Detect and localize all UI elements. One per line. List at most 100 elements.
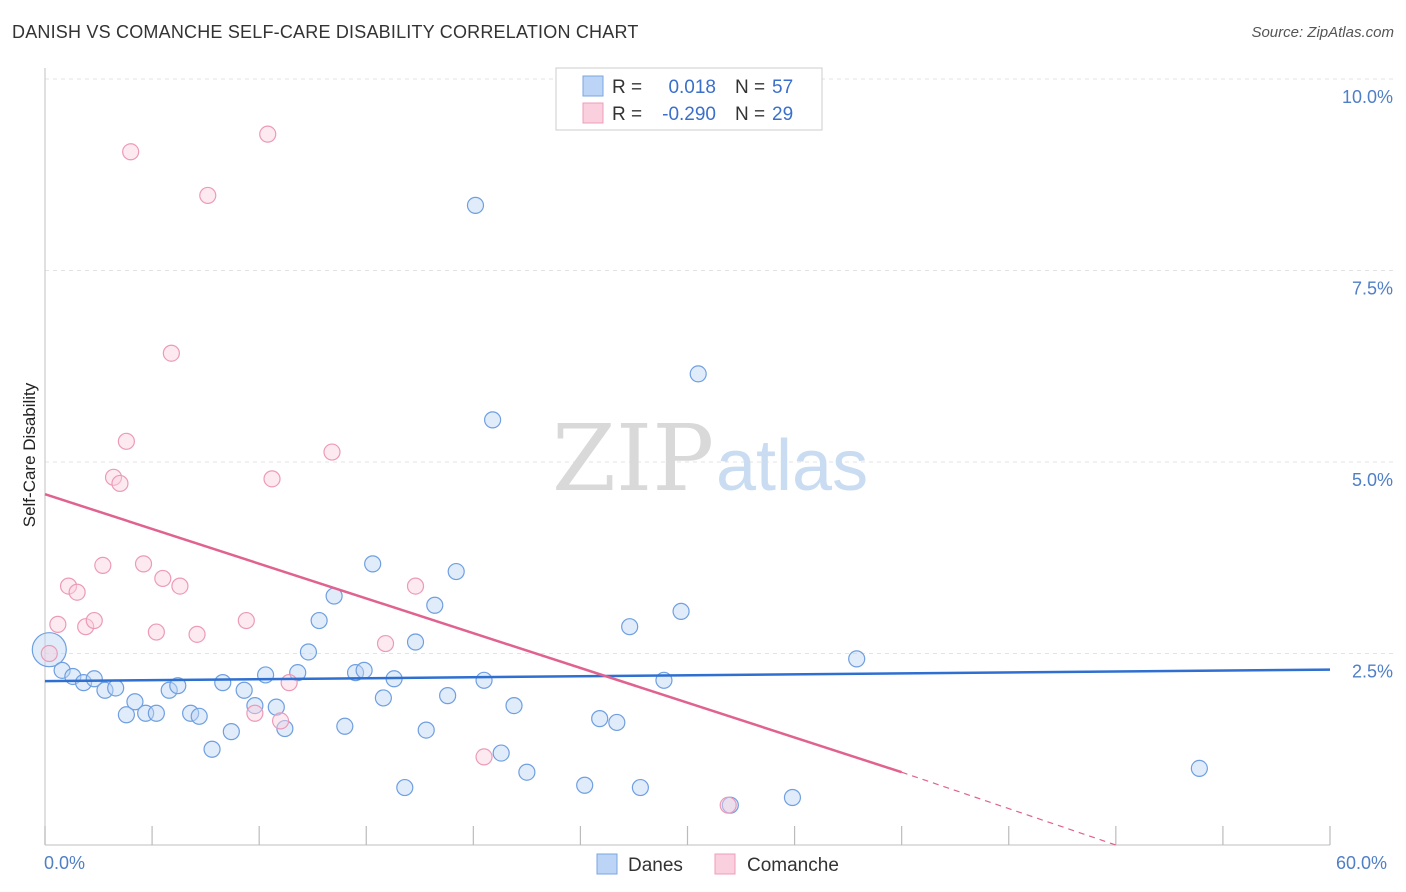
legend-n-value-comanche: 29: [772, 104, 793, 125]
comanche-point-15: [171, 577, 189, 595]
comanche-point-5: [85, 611, 103, 630]
dane-point-10: [147, 704, 165, 722]
dane-point-35: [417, 721, 435, 739]
dane-point-6: [107, 679, 125, 697]
dane-point-48: [621, 618, 639, 636]
dane-point-27: [336, 717, 354, 735]
dane-point-21: [267, 698, 285, 716]
comanche-point-24: [323, 443, 341, 461]
dane-point-33: [396, 778, 414, 797]
bottom-legend: Danes Comanche: [596, 853, 839, 876]
comanche-point-11: [134, 555, 153, 573]
grid-lines: [45, 78, 1395, 654]
comanche-point-23: [280, 674, 298, 692]
dane-point-38: [447, 562, 465, 581]
dane-point-17: [222, 723, 240, 741]
comanche-point-3: [68, 583, 86, 601]
comanche-point-4: [77, 618, 95, 636]
dane-point-51: [672, 602, 690, 620]
legend-n-label-danes: N =: [735, 77, 765, 98]
dane-point-42: [492, 744, 510, 762]
x-tick-label-max: 60.0%: [1336, 853, 1387, 873]
dane-point-36: [426, 596, 444, 614]
y-tick-label-2: 7.5%: [1352, 279, 1393, 299]
dane-point-41: [484, 411, 502, 429]
comanche-point-17: [199, 186, 217, 205]
comanche-point-27: [475, 748, 493, 766]
bottom-legend-label-danes: Danes: [628, 855, 683, 876]
series-danes-points: [31, 196, 1208, 814]
comanche-point-7: [104, 468, 123, 486]
comanche-point-26: [406, 577, 425, 595]
trend-line-comanche: [44, 492, 903, 774]
dane-point-39: [466, 196, 485, 214]
series-comanche-points: [40, 125, 737, 814]
x-axis-ticks: [44, 826, 1331, 845]
dane-point-40: [475, 671, 493, 689]
dane-point-56: [1190, 759, 1208, 778]
legend-r-label-comanche: R =: [612, 104, 642, 125]
dane-point-5: [96, 681, 114, 699]
chart-source: Source: ZipAtlas.com: [1251, 24, 1394, 41]
dane-point-46: [591, 710, 609, 728]
dane-point-34: [406, 633, 425, 651]
legend-r-value-danes: 0.018: [668, 77, 716, 98]
dane-point-45: [576, 776, 594, 794]
dane-point-29: [355, 661, 373, 679]
y-axis-label: Self-Care Disability: [20, 382, 39, 527]
comanche-point-6: [94, 556, 112, 575]
y-tick-labels: 2.5% 5.0% 7.5% 10.0%: [1342, 87, 1393, 682]
legend-r-label-danes: R =: [612, 77, 642, 98]
dane-point-15: [203, 740, 221, 758]
comanche-point-10: [122, 143, 140, 161]
dane-point-37: [439, 687, 457, 705]
bottom-legend-swatch-comanche: [714, 853, 736, 875]
dane-point-14: [190, 707, 208, 725]
dane-point-49: [631, 778, 649, 797]
comanche-point-20: [259, 125, 277, 143]
trend-line-comanche-extension: [901, 771, 1117, 846]
chart-title: DANISH VS COMANCHE SELF-CARE DISABILITY …: [12, 22, 639, 42]
legend-r-value-comanche: -0.290: [662, 104, 716, 125]
dane-point-24: [299, 643, 318, 661]
comanche-point-14: [162, 344, 180, 362]
comanche-point-8: [111, 474, 129, 493]
dane-point-31: [374, 689, 392, 707]
dane-point-52: [689, 365, 707, 383]
y-tick-label-0: 2.5%: [1352, 662, 1393, 682]
watermark-zip: ZIP: [552, 405, 714, 512]
comanche-point-22: [271, 712, 290, 730]
legend-swatch-danes: [582, 75, 604, 97]
comanche-point-16: [188, 625, 206, 643]
comanche-point-19: [246, 704, 264, 722]
comanche-point-9: [117, 432, 135, 450]
dane-point-0: [31, 632, 67, 668]
x-tick-label-min: 0.0%: [44, 853, 85, 873]
comanche-point-21: [263, 470, 281, 488]
dane-point-12: [169, 677, 187, 695]
comanche-point-1: [49, 615, 67, 633]
trend-line-danes: [44, 668, 1331, 683]
legend: R = 0.018 N = 57 R = -0.290 N = 29: [555, 67, 823, 131]
legend-swatch-comanche: [582, 102, 604, 124]
dane-point-7: [117, 706, 135, 724]
dane-point-25: [310, 611, 328, 630]
legend-n-label-comanche: N =: [735, 104, 765, 125]
comanche-point-12: [147, 623, 165, 641]
y-tick-label-1: 5.0%: [1352, 470, 1393, 490]
comanche-point-13: [154, 569, 172, 588]
comanche-point-18: [237, 611, 255, 630]
watermark-atlas: atlas: [716, 426, 868, 506]
legend-n-value-danes: 57: [772, 77, 793, 98]
y-tick-label-3: 10.0%: [1342, 87, 1393, 107]
bottom-legend-label-comanche: Comanche: [747, 855, 839, 876]
dane-point-18: [235, 681, 253, 699]
comanche-point-0: [40, 644, 58, 663]
dane-point-20: [256, 666, 275, 684]
comanche-point-25: [376, 634, 395, 653]
bottom-legend-swatch-danes: [596, 853, 618, 875]
dane-point-54: [783, 788, 802, 807]
dane-point-30: [364, 555, 382, 573]
dane-point-3: [74, 674, 93, 692]
